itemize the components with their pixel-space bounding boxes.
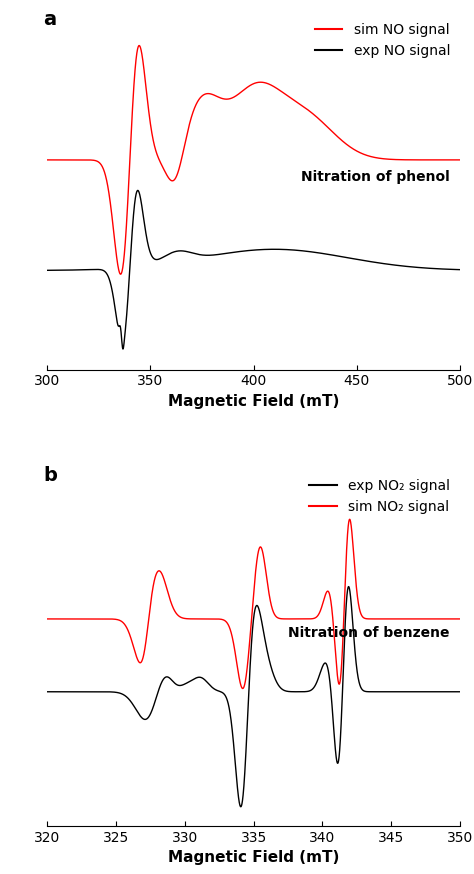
Text: Nitration of benzene: Nitration of benzene [288, 627, 449, 641]
Text: Nitration of phenol: Nitration of phenol [301, 170, 449, 184]
X-axis label: Magnetic Field (mT): Magnetic Field (mT) [168, 850, 339, 865]
Text: a: a [43, 10, 56, 29]
X-axis label: Magnetic Field (mT): Magnetic Field (mT) [168, 394, 339, 409]
Legend: sim NO signal, exp NO signal: sim NO signal, exp NO signal [309, 17, 456, 63]
Text: b: b [43, 466, 57, 485]
Legend: exp NO₂ signal, sim NO₂ signal: exp NO₂ signal, sim NO₂ signal [304, 474, 456, 520]
